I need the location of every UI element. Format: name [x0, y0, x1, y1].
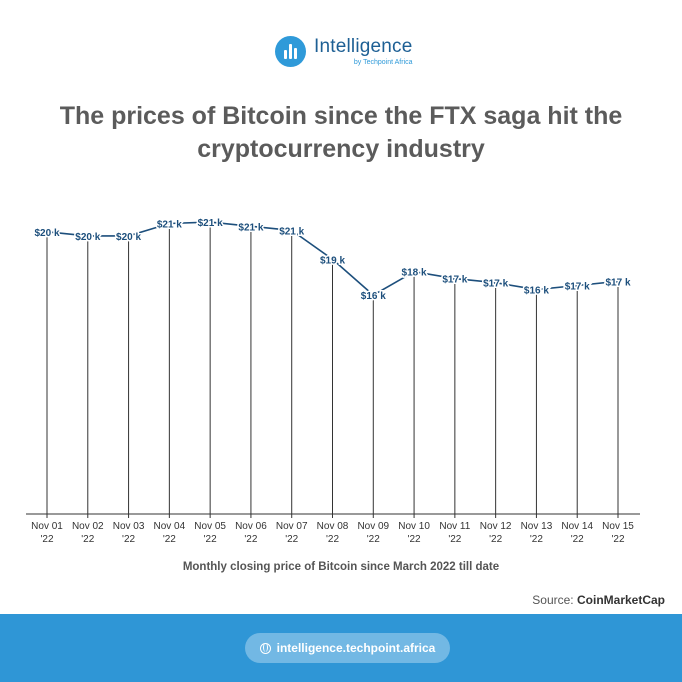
- x-tick-label: Nov 09: [357, 521, 389, 532]
- data-point: [289, 228, 294, 233]
- x-tick-label: Nov 04: [154, 521, 186, 532]
- data-label: $17 k: [483, 279, 508, 290]
- chart-title: The prices of Bitcoin since the FTX saga…: [59, 102, 623, 163]
- website-url: intelligence.techpoint.africa: [276, 641, 436, 655]
- x-tick-year: '22: [611, 534, 624, 545]
- x-tick-year: '22: [571, 534, 584, 545]
- data-label: $20 k: [116, 232, 141, 243]
- data-point: [249, 224, 253, 229]
- x-tick-year: '22: [367, 534, 380, 545]
- data-label: $21 k: [157, 220, 182, 231]
- x-tick-label: Nov 01: [31, 521, 63, 532]
- data-label: $21 k: [198, 218, 223, 229]
- x-tick-label: Nov 11: [439, 521, 470, 532]
- x-tick-year: '22: [530, 534, 543, 545]
- x-tick-year: '22: [448, 534, 461, 545]
- brand-logo: Intelligence by Techpoint Africa: [275, 36, 413, 67]
- data-point: [208, 220, 212, 224]
- chart-caption: Monthly closing price of Bitcoin since M…: [182, 561, 500, 573]
- footer-bar: intelligence.techpoint.africa: [0, 614, 682, 682]
- x-tick-year: '22: [81, 534, 94, 545]
- x-tick-year: '22: [122, 534, 135, 545]
- data-label: $20 k: [34, 228, 59, 239]
- data-point: [45, 229, 49, 234]
- data-point: [616, 279, 620, 284]
- x-tick-year: '22: [204, 534, 217, 545]
- x-tick-year: '22: [408, 534, 421, 545]
- data-label: $16 k: [524, 286, 549, 297]
- price-line-chart: $20 k $20 k $20 k $21 k $21 k $21 k $21 k $19 k…: [26, 217, 640, 545]
- x-tick-label: Nov 05: [194, 521, 226, 532]
- data-point: [534, 287, 539, 292]
- data-label: $20 k: [75, 232, 100, 243]
- x-tick-label: Nov 15: [602, 521, 634, 532]
- x-tick-year: '22: [244, 534, 257, 545]
- x-tick-label: Nov 02: [72, 521, 104, 532]
- x-tick-label: Nov 10: [398, 521, 430, 532]
- data-label: $19 k: [320, 255, 345, 266]
- data-point: [575, 283, 580, 288]
- x-tick-label: Nov 14: [561, 521, 593, 532]
- x-tick-label: Nov 12: [480, 521, 512, 532]
- data-point: [412, 269, 416, 274]
- x-tick-label: Nov 06: [235, 521, 267, 532]
- data-label: $21 k: [238, 222, 263, 233]
- data-point: [85, 234, 90, 238]
- x-tick-year: '22: [40, 534, 53, 545]
- x-tick-year: '22: [326, 534, 339, 545]
- brand-tagline: by Techpoint Africa: [353, 59, 413, 66]
- x-tick-label: Nov 13: [521, 521, 553, 532]
- data-label: $21 k: [279, 226, 304, 237]
- data-point: [126, 234, 131, 238]
- data-point: [330, 257, 335, 262]
- data-point: [371, 293, 376, 297]
- data-label: $18 k: [402, 268, 427, 279]
- source-credit: Source: CoinMarketCap: [532, 593, 665, 607]
- brand-name: Intelligence: [314, 36, 413, 57]
- x-tick-year: '22: [489, 534, 502, 545]
- x-tick-label: Nov 08: [317, 521, 349, 532]
- x-tick-label: Nov 03: [113, 521, 145, 532]
- data-label: $17 k: [442, 275, 467, 286]
- x-tick-year: '22: [163, 534, 176, 545]
- bar-chart-icon: [275, 36, 306, 67]
- globe-icon: [259, 642, 271, 654]
- source-name: CoinMarketCap: [576, 593, 665, 607]
- data-label: $16 k: [361, 291, 386, 302]
- x-tick-year: '22: [285, 534, 298, 545]
- data-label: $17 k: [605, 277, 630, 288]
- data-point: [167, 221, 172, 226]
- data-label: $17 k: [565, 281, 590, 292]
- x-tick-label: Nov 07: [276, 521, 308, 532]
- website-link[interactable]: intelligence.techpoint.africa: [245, 633, 450, 663]
- data-point: [493, 280, 498, 285]
- source-prefix: Source:: [532, 593, 574, 607]
- data-point: [453, 276, 457, 281]
